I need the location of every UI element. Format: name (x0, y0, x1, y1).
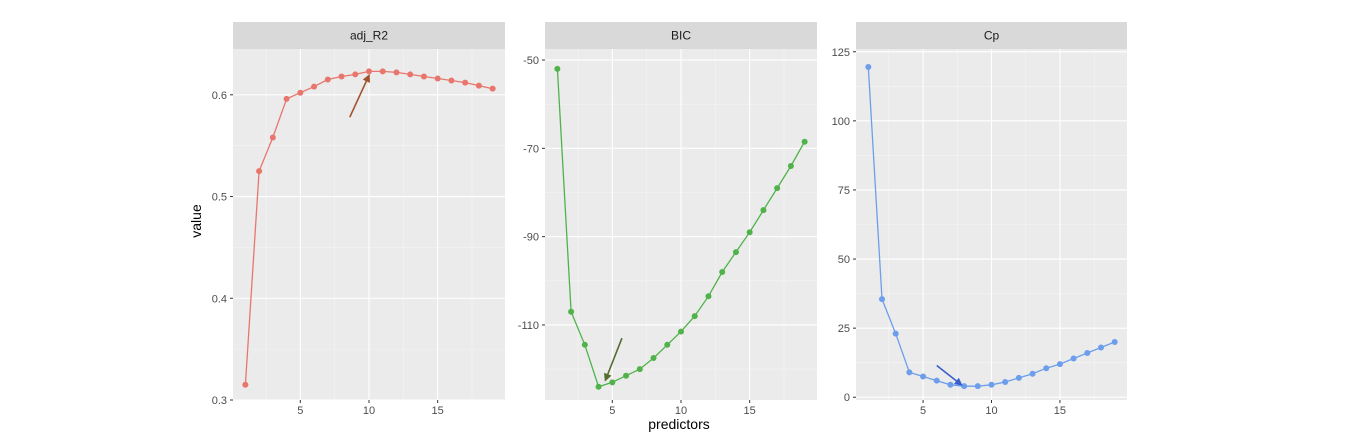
x-tick-label: 15 (1054, 405, 1066, 417)
y-tick-label: 100 (832, 116, 850, 128)
data-point (760, 207, 767, 214)
data-point (974, 383, 981, 390)
y-tick-label: 25 (838, 323, 850, 335)
data-point (1111, 338, 1118, 345)
data-point (609, 379, 616, 386)
data-point (678, 328, 684, 335)
data-point (568, 308, 575, 315)
x-axis-title: predictors (648, 416, 709, 432)
strip-background (233, 22, 505, 49)
data-point (664, 341, 671, 348)
data-point (420, 73, 427, 80)
data-point (338, 73, 345, 80)
data-point (256, 168, 263, 175)
y-tick-label: 0.6 (212, 90, 227, 102)
data-point (906, 369, 913, 376)
x-tick-label: 15 (744, 405, 756, 417)
data-point (1002, 379, 1009, 386)
data-point (865, 63, 872, 70)
data-point (366, 68, 372, 75)
data-point (623, 372, 630, 379)
y-tick-label: 75 (838, 185, 850, 197)
data-point (489, 85, 496, 92)
strip-label: Cp (984, 29, 1000, 43)
x-tick-label: 10 (675, 405, 687, 417)
data-point (379, 68, 386, 75)
x-tick-label: 15 (432, 405, 444, 417)
data-point (475, 82, 482, 89)
data-point (1070, 355, 1077, 362)
data-point (650, 355, 657, 362)
strip-label: BIC (671, 29, 691, 43)
y-tick-label: 0 (844, 392, 850, 404)
y-tick-label: -90 (523, 232, 539, 244)
data-point (407, 71, 414, 78)
panel-bic: BIC 5 10 15 -110 -90 -70 -50 (518, 22, 817, 417)
panel-cp: Cp 5 10 15 0 25 50 75 100 125 (832, 22, 1127, 417)
data-point (311, 83, 318, 90)
y-axis-title: value (188, 204, 204, 238)
data-point (434, 75, 441, 82)
y-tick-label: 0.3 (212, 395, 227, 407)
strip-label: adj_R2 (350, 29, 388, 43)
data-point (636, 366, 643, 373)
y-tick-label: -50 (523, 55, 539, 67)
data-point (1015, 374, 1022, 381)
x-tick-label: 5 (297, 405, 303, 417)
data-point (774, 185, 781, 192)
data-point (1043, 365, 1050, 372)
data-point (283, 95, 290, 102)
annotation-arrow (936, 364, 963, 386)
data-point (947, 381, 954, 388)
data-point (242, 381, 249, 388)
data-point (801, 138, 808, 145)
data-point (719, 268, 726, 275)
data-point (393, 69, 400, 76)
data-point (1084, 350, 1091, 357)
data-point (933, 377, 940, 384)
data-point (1029, 370, 1036, 377)
strip-background (545, 22, 817, 49)
data-point (879, 296, 886, 303)
data-point (269, 134, 276, 141)
y-tick-label: 50 (838, 254, 850, 266)
y-tick-label: 125 (832, 47, 850, 59)
data-point (1097, 344, 1104, 351)
data-point (920, 373, 927, 380)
y-tick-label: 0.5 (212, 192, 227, 204)
data-point (988, 381, 995, 388)
x-tick-label: 10 (985, 405, 997, 417)
y-tick-label: -110 (518, 320, 539, 332)
x-tick-label: 10 (363, 405, 375, 417)
data-point (892, 330, 899, 337)
data-point (595, 383, 602, 390)
data-point (581, 341, 588, 348)
annotation-arrow (604, 337, 623, 382)
data-point (352, 71, 359, 78)
panel-adj-r2: adj_R2 5 10 15 0.3 0.4 0.5 0.6 (212, 22, 505, 417)
data-point (732, 249, 739, 256)
y-tick-label: 0.4 (212, 293, 227, 305)
data-point (961, 383, 968, 390)
data-point (1056, 361, 1063, 368)
data-point (462, 79, 469, 86)
data-point (448, 77, 455, 84)
data-point (554, 65, 561, 72)
annotation-arrow (349, 73, 370, 118)
x-tick-label: 5 (920, 405, 926, 417)
data-point (787, 163, 794, 169)
strip-background (856, 22, 1127, 49)
data-point (746, 229, 753, 236)
y-tick-label: -70 (523, 143, 539, 155)
data-point (691, 313, 698, 320)
data-point (705, 293, 712, 300)
data-point (297, 89, 304, 96)
data-point (324, 76, 331, 83)
x-tick-label: 5 (609, 405, 615, 417)
